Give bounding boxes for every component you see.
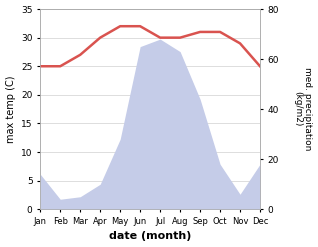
Y-axis label: max temp (C): max temp (C) [5,75,16,143]
Y-axis label: med. precipitation
(kg/m2): med. precipitation (kg/m2) [293,67,313,151]
X-axis label: date (month): date (month) [109,231,191,242]
